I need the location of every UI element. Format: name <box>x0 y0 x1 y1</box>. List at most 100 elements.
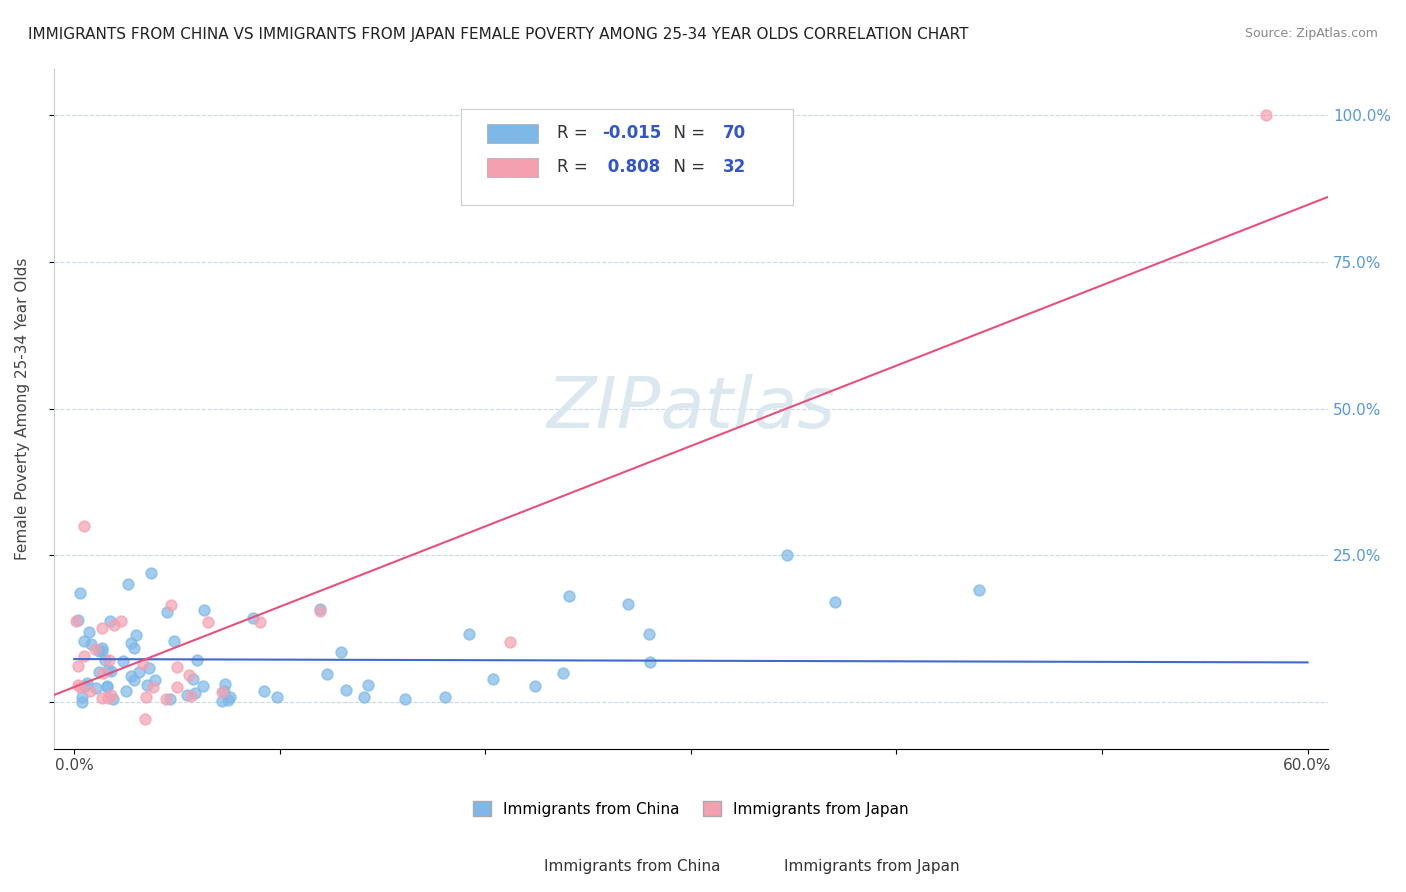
Text: R =: R = <box>557 124 593 142</box>
Point <box>96 680 118 694</box>
Point <box>824 595 846 609</box>
Point <box>98 614 121 628</box>
Point <box>79 684 101 698</box>
Point <box>120 636 142 650</box>
Point <box>458 627 481 641</box>
Point <box>132 657 155 671</box>
Point <box>100 688 122 702</box>
Point <box>66 613 89 627</box>
Point <box>91 621 114 635</box>
Text: 32: 32 <box>723 158 747 176</box>
Point <box>103 692 125 706</box>
Point <box>122 673 145 687</box>
Point <box>160 598 183 612</box>
Point <box>112 654 135 668</box>
Point <box>155 691 177 706</box>
Point <box>73 519 96 533</box>
Point <box>80 637 103 651</box>
Point <box>141 566 163 580</box>
Point <box>433 690 456 704</box>
Point <box>186 653 208 667</box>
Point <box>211 694 233 708</box>
Point <box>103 618 125 632</box>
Point <box>218 690 240 704</box>
Point <box>159 691 181 706</box>
Point <box>524 679 547 693</box>
Point <box>253 684 276 698</box>
Point <box>69 680 91 694</box>
Point <box>97 663 120 677</box>
FancyBboxPatch shape <box>486 124 538 144</box>
Point <box>558 589 581 603</box>
Point <box>166 659 188 673</box>
Point <box>143 673 166 687</box>
Point <box>249 615 271 629</box>
Point <box>135 678 157 692</box>
Legend: Immigrants from China, Immigrants from Japan: Immigrants from China, Immigrants from J… <box>467 795 915 822</box>
Point <box>100 665 122 679</box>
Point <box>181 672 204 686</box>
Point <box>75 679 97 693</box>
Point <box>128 665 150 680</box>
Text: N =: N = <box>662 124 710 142</box>
Point <box>329 645 352 659</box>
Point <box>97 653 120 667</box>
Point <box>217 693 239 707</box>
Point <box>120 668 142 682</box>
Point <box>66 677 89 691</box>
Point <box>96 679 118 693</box>
Point <box>115 684 138 698</box>
Point <box>266 690 288 704</box>
Point <box>553 665 575 680</box>
Point <box>212 684 235 698</box>
Point <box>163 634 186 648</box>
Point <box>617 597 640 611</box>
Point <box>316 666 339 681</box>
Point <box>142 680 165 694</box>
Point <box>94 653 117 667</box>
Point <box>482 672 505 686</box>
Point <box>135 690 157 704</box>
Point <box>124 628 146 642</box>
Point <box>91 644 114 658</box>
Point <box>967 583 990 598</box>
Point <box>214 676 236 690</box>
Point <box>179 689 201 703</box>
Point <box>776 549 799 563</box>
Point <box>70 690 93 705</box>
Point <box>117 577 139 591</box>
FancyBboxPatch shape <box>461 110 793 204</box>
Text: Source: ZipAtlas.com: Source: ZipAtlas.com <box>1244 27 1378 40</box>
Point <box>211 685 233 699</box>
Point <box>67 658 90 673</box>
Point <box>79 624 101 639</box>
Point <box>308 604 330 618</box>
Point <box>84 641 107 656</box>
Text: -0.015: -0.015 <box>602 124 661 142</box>
Point <box>69 586 91 600</box>
Point <box>91 691 114 706</box>
Text: 0.808: 0.808 <box>602 158 659 176</box>
Point <box>335 683 357 698</box>
Point <box>1256 108 1278 122</box>
Point <box>177 668 200 682</box>
Point <box>65 615 87 629</box>
Point <box>242 610 264 624</box>
Text: Immigrants from China: Immigrants from China <box>544 859 721 874</box>
Text: Immigrants from Japan: Immigrants from Japan <box>785 859 959 874</box>
Point <box>176 688 198 702</box>
Point <box>76 676 98 690</box>
Point <box>73 634 96 648</box>
Point <box>191 679 214 693</box>
Point <box>134 712 156 726</box>
Point <box>353 690 375 704</box>
FancyBboxPatch shape <box>486 158 538 178</box>
Point <box>89 665 111 679</box>
Point <box>70 694 93 708</box>
Text: ZIPatlas: ZIPatlas <box>547 374 835 443</box>
Point <box>97 690 120 705</box>
Text: N =: N = <box>662 158 710 176</box>
Y-axis label: Female Poverty Among 25-34 Year Olds: Female Poverty Among 25-34 Year Olds <box>15 258 30 560</box>
Point <box>193 603 215 617</box>
Point <box>637 627 659 641</box>
